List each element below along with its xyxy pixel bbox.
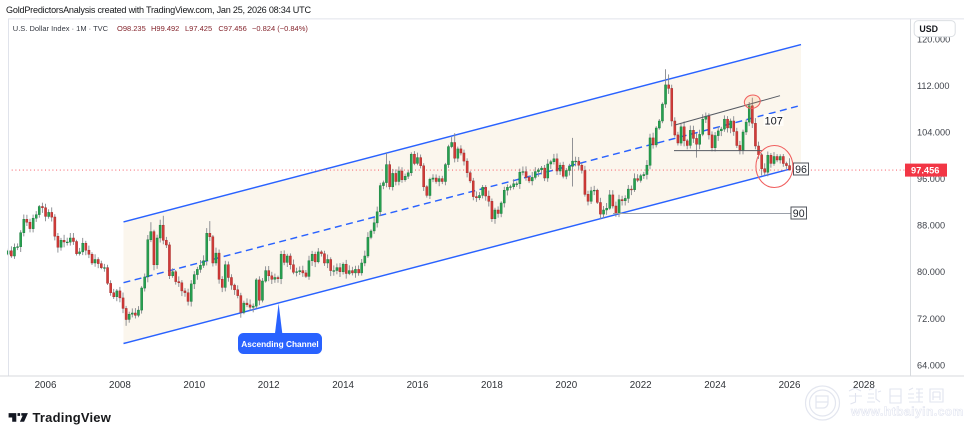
svg-text:C97.456: C97.456	[218, 24, 246, 33]
svg-text:2014: 2014	[332, 380, 354, 391]
svg-text:2012: 2012	[258, 380, 280, 391]
svg-text:2010: 2010	[183, 380, 205, 391]
svg-text:88.000: 88.000	[917, 221, 945, 231]
svg-text:120.000: 120.000	[917, 34, 950, 44]
svg-text:2026: 2026	[779, 380, 801, 391]
svg-text:2006: 2006	[35, 380, 57, 391]
svg-text:USD: USD	[919, 24, 938, 34]
svg-text:96: 96	[795, 164, 807, 176]
svg-text:Ascending Channel: Ascending Channel	[241, 339, 318, 349]
svg-text:64.000: 64.000	[917, 360, 945, 370]
svg-text:GoldPredictorsAnalysis created: GoldPredictorsAnalysis created with Trad…	[6, 5, 311, 15]
svg-text:2016: 2016	[407, 380, 429, 391]
svg-text:112.000: 112.000	[917, 81, 950, 91]
svg-text:96.000: 96.000	[917, 174, 945, 184]
svg-text:2028: 2028	[853, 380, 875, 391]
svg-text:2008: 2008	[109, 380, 131, 391]
svg-text:2022: 2022	[630, 380, 652, 391]
svg-text:O98.235: O98.235	[117, 24, 146, 33]
svg-text:−0.824 (−0.84%): −0.824 (−0.84%)	[252, 24, 308, 33]
svg-text:TradingView: TradingView	[33, 410, 112, 425]
svg-text:104.000: 104.000	[917, 128, 950, 138]
svg-text:97.456: 97.456	[911, 165, 939, 175]
svg-text:U.S. Dollar Index · 1M · TVC: U.S. Dollar Index · 1M · TVC	[13, 24, 109, 33]
svg-text:107: 107	[765, 116, 783, 128]
svg-text:2024: 2024	[704, 380, 726, 391]
svg-text:80.000: 80.000	[917, 267, 945, 277]
svg-text:www.htbaiyin.com: www.htbaiyin.com	[850, 405, 964, 419]
svg-text:H99.492: H99.492	[151, 24, 179, 33]
svg-text:L97.425: L97.425	[185, 24, 212, 33]
svg-text:2018: 2018	[481, 380, 503, 391]
svg-text:72.000: 72.000	[917, 314, 945, 324]
svg-text:90: 90	[793, 208, 805, 220]
svg-text:2020: 2020	[555, 380, 577, 391]
